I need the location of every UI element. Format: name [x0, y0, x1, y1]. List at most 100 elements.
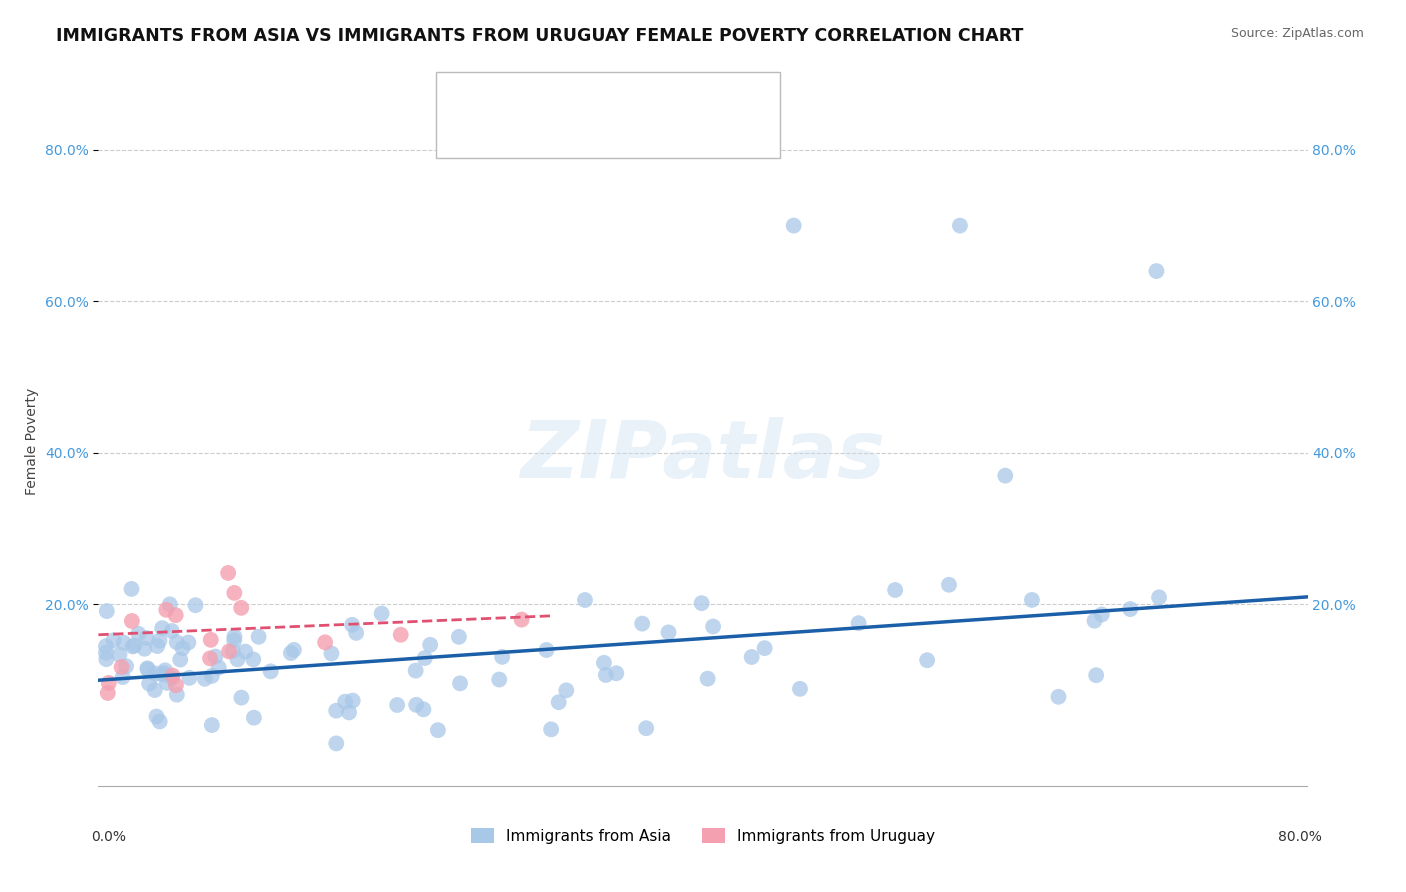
Point — [200, 632, 222, 647]
Point — [224, 630, 246, 644]
Point — [217, 566, 239, 580]
Point — [136, 662, 159, 676]
Text: ZIPatlas: ZIPatlas — [520, 417, 886, 495]
Point — [325, 704, 347, 718]
Point — [108, 648, 131, 662]
Point — [449, 676, 471, 690]
Point — [127, 626, 149, 640]
Point — [145, 709, 167, 723]
Point — [103, 633, 125, 648]
Point — [247, 630, 270, 644]
Point — [177, 635, 200, 649]
Point — [848, 616, 870, 631]
Point — [595, 668, 617, 682]
Point — [510, 613, 533, 627]
Point — [165, 608, 187, 623]
Point — [949, 219, 972, 233]
Point — [491, 649, 513, 664]
Point — [148, 633, 170, 648]
Point — [321, 647, 343, 661]
Point — [169, 652, 191, 666]
Point — [94, 646, 117, 660]
Point — [789, 681, 811, 696]
Point — [184, 598, 207, 612]
Point — [631, 616, 654, 631]
Point — [690, 596, 713, 610]
Point — [741, 650, 763, 665]
Point — [994, 468, 1017, 483]
Point — [412, 702, 434, 716]
Point — [111, 670, 134, 684]
Point — [135, 631, 157, 645]
Point — [233, 644, 256, 658]
Point — [153, 663, 176, 677]
Point — [124, 639, 146, 653]
Point — [121, 582, 143, 596]
Text: R =  0.113   N =  17: R = 0.113 N = 17 — [496, 127, 651, 142]
Point — [136, 661, 159, 675]
Point — [243, 711, 266, 725]
Point — [283, 643, 305, 657]
Point — [97, 676, 120, 690]
Point — [110, 660, 132, 674]
Point — [413, 651, 436, 665]
Point — [337, 706, 360, 720]
Text: R = 0.263   N = 108: R = 0.263 N = 108 — [496, 92, 651, 107]
Point — [754, 641, 776, 656]
Point — [702, 619, 724, 633]
Point — [1091, 607, 1114, 622]
Point — [335, 695, 357, 709]
Point — [1144, 264, 1167, 278]
Text: Source: ZipAtlas.com: Source: ZipAtlas.com — [1230, 27, 1364, 40]
Point — [593, 656, 616, 670]
Point — [224, 586, 246, 600]
Point — [426, 723, 449, 738]
Point — [152, 666, 174, 681]
Point — [242, 652, 264, 666]
Point — [342, 693, 364, 707]
Point — [143, 666, 166, 681]
Point — [149, 714, 172, 729]
Point — [204, 649, 226, 664]
Point — [166, 688, 188, 702]
Text: 80.0%: 80.0% — [1278, 830, 1322, 844]
Point — [218, 644, 240, 658]
Point — [179, 671, 201, 685]
Point — [1021, 593, 1043, 607]
Point — [96, 604, 118, 618]
Point — [166, 635, 188, 649]
Point — [636, 721, 658, 735]
Point — [260, 665, 283, 679]
Point — [547, 695, 569, 709]
Point — [201, 718, 224, 732]
Point — [138, 676, 160, 690]
Point — [540, 723, 562, 737]
Point — [94, 639, 117, 653]
Point — [231, 600, 253, 615]
Point — [201, 669, 224, 683]
Point — [574, 593, 596, 607]
Point — [224, 633, 246, 648]
Point — [115, 659, 138, 673]
Text: IMMIGRANTS FROM ASIA VS IMMIGRANTS FROM URUGUAY FEMALE POVERTY CORRELATION CHART: IMMIGRANTS FROM ASIA VS IMMIGRANTS FROM … — [56, 27, 1024, 45]
Point — [226, 652, 249, 666]
Point — [143, 683, 166, 698]
Point — [156, 676, 179, 690]
Point — [385, 698, 408, 712]
Point — [1119, 602, 1142, 616]
Point — [208, 660, 231, 674]
Point — [159, 598, 181, 612]
Point — [172, 641, 194, 656]
Point — [447, 630, 470, 644]
Point — [194, 672, 217, 686]
Point — [344, 626, 367, 640]
Point — [280, 646, 302, 660]
Point — [605, 666, 627, 681]
Point — [162, 668, 184, 682]
Point — [231, 690, 253, 705]
Point — [146, 639, 169, 653]
Point — [1083, 614, 1105, 628]
Point — [222, 644, 245, 658]
Point — [370, 607, 392, 621]
Point — [96, 652, 118, 666]
